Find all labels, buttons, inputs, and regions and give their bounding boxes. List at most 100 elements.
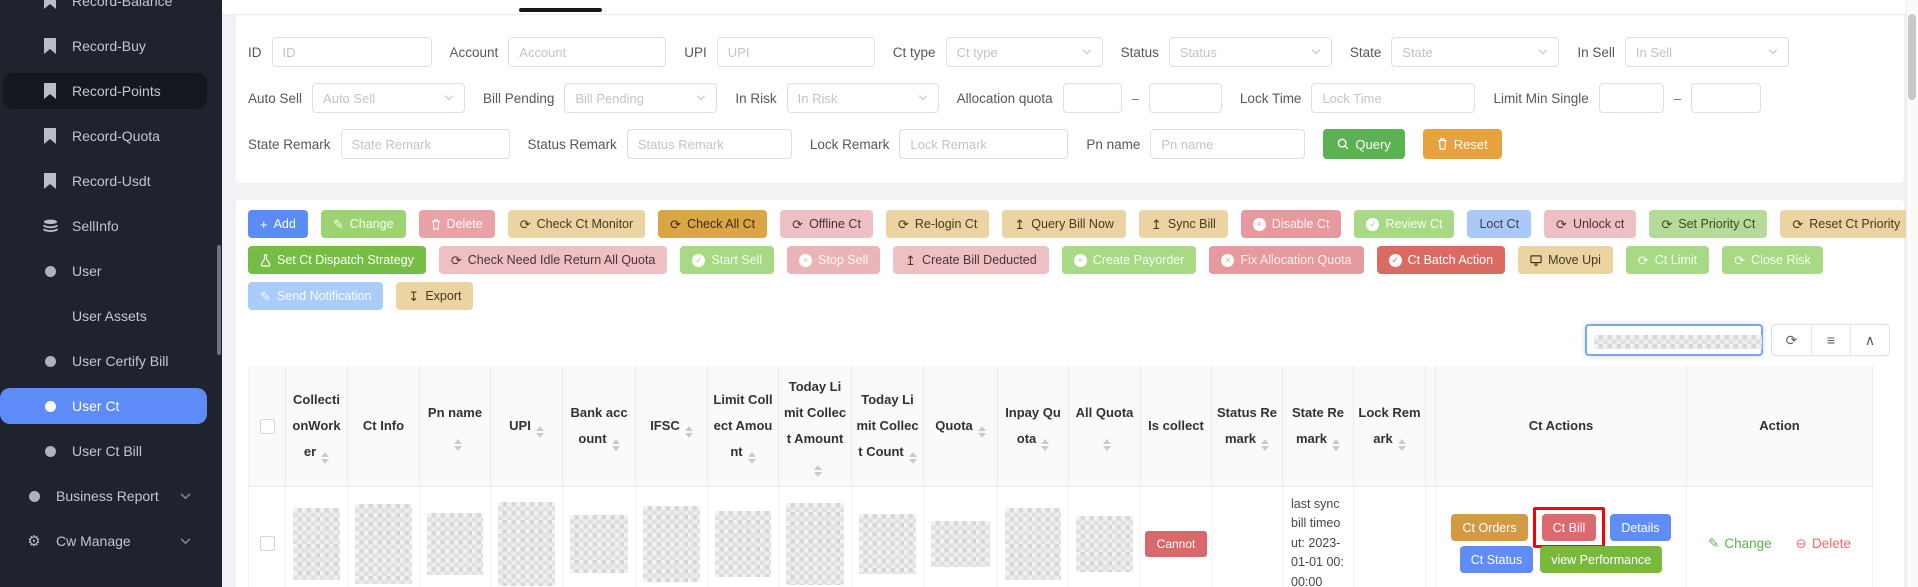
limit-min-single-max-input[interactable] [1690,83,1761,113]
export-button[interactable]: ↧ Export [396,282,474,310]
row-delete-link[interactable]: ⊖ Delete [1795,535,1851,552]
lock-remark-input[interactable] [899,129,1069,159]
sidebar-item-record-quota[interactable]: Record-Quota [0,118,207,154]
sort-icon[interactable] [535,426,544,438]
sort-icon[interactable] [1397,439,1406,451]
sync-bill-button[interactable]: ↥ Sync Bill [1138,210,1228,238]
row-checkbox[interactable] [259,536,275,551]
set-priority-ct-button[interactable]: ⟳ Set Priority Ct [1649,210,1768,238]
query-bill-now-button[interactable]: ↥ Query Bill Now [1002,210,1126,238]
col-state-remark[interactable]: State Remark [1283,366,1354,487]
col-inpay-quota[interactable]: Inpay Quota [998,366,1069,487]
fix-allocation-quota-button[interactable]: × Fix Allocation Quota [1209,246,1364,274]
sidebar-item-sellinfo[interactable]: SellInfo [0,208,207,244]
change-button[interactable]: ✎ Change [320,210,406,238]
view-performance-button[interactable]: view Performance [1540,546,1663,573]
col-collectionworker[interactable]: CollectionWorker [286,366,348,487]
allocation-quota-min-input[interactable] [1062,83,1122,113]
sort-icon[interactable] [1332,439,1341,451]
pn-name-input[interactable] [1150,129,1306,159]
sidebar-scrollbar-thumb[interactable] [217,245,221,355]
create-bill-deducted-button[interactable]: ↥ Create Bill Deducted [893,246,1049,274]
density-icon[interactable]: ≡ [1811,325,1850,355]
details-button[interactable]: Details [1610,514,1671,541]
upi-input[interactable] [716,37,875,67]
sidebar-item-user-certify-bill[interactable]: User Certify Bill [0,343,207,379]
sort-icon[interactable] [1103,439,1111,451]
col-bank-account[interactable]: Bank account [563,366,636,487]
limit-min-single-min-input[interactable] [1598,83,1664,113]
query-button[interactable]: Query [1323,129,1405,159]
table-search-input[interactable] [1585,324,1763,356]
sidebar-item-user-ct-bill[interactable]: User Ct Bill [0,433,207,469]
col-quota[interactable]: Quota [924,366,998,487]
disable-ct-button[interactable]: × Disable Ct [1240,210,1342,238]
sort-icon[interactable] [321,452,330,464]
lock-time-input[interactable] [1311,83,1476,113]
sort-icon[interactable] [684,426,693,438]
move-upi-button[interactable]: Move Upi [1518,246,1613,274]
ct-orders-button[interactable]: Ct Orders [1451,514,1528,541]
sort-icon[interactable] [977,426,986,438]
sort-icon[interactable] [813,465,822,477]
offline-ct-button[interactable]: ⟳ Offline Ct [780,210,873,238]
sidebar-item-user-assets[interactable]: User Assets [0,298,207,334]
delete-button[interactable]: Delete [418,210,495,238]
col-today-limit-collect-count[interactable]: Today Limit Collect Count [852,366,924,487]
check-all-ct-button[interactable]: ⟳ Check All Ct [658,210,768,238]
sidebar-item-cw-manage[interactable]: ⚙ Cw Manage [0,523,207,559]
add-button[interactable]: + Add [248,210,308,238]
stop-sell-button[interactable]: × Stop Sell [787,246,881,274]
ct-status-button[interactable]: Ct Status [1459,546,1534,573]
col-ifsc[interactable]: IFSC [636,366,708,487]
window-scrollbar-thumb[interactable] [1908,14,1916,100]
create-payorder-button[interactable]: × Create Payorder [1061,246,1197,274]
id-input[interactable] [271,37,432,67]
sidebar-item-user[interactable]: User [0,253,207,289]
sort-icon[interactable] [611,439,620,451]
ct-batch-action-button[interactable]: ✓ Ct Batch Action [1376,246,1506,274]
reset-ct-priority-button[interactable]: ⟳ Reset Ct Priority [1780,210,1913,238]
loct-ct-button[interactable]: Loct Ct [1467,210,1532,238]
status-remark-input[interactable] [626,129,792,159]
col-pn-name[interactable]: Pn name [420,366,491,487]
row-change-link[interactable]: ✎ Change [1708,535,1772,552]
review-ct-button[interactable]: ✓ Review Ct [1354,210,1455,238]
ct-limit-button[interactable]: ⟳ Ct Limit [1625,246,1710,274]
start-sell-button[interactable]: ✓ Start Sell [680,246,775,274]
sidebar-item-user-ct[interactable]: User Ct [0,388,207,424]
sidebar-item-record-balance[interactable]: Record-Balance [0,0,207,19]
close-risk-button[interactable]: ⟳ Close Risk [1722,246,1823,274]
col-status-remark[interactable]: Status Remark [1212,366,1283,487]
send-notification-button[interactable]: ✎ Send Notification [248,282,384,310]
sort-icon[interactable] [908,452,917,464]
check-need-idle-return-all-quota-button[interactable]: ⟳ Check Need Idle Return All Quota [438,246,668,274]
account-input[interactable] [508,37,667,67]
state-select[interactable]: State [1391,37,1560,67]
sort-icon[interactable] [747,452,756,464]
bill-pending-select[interactable]: Bill Pending [564,83,718,113]
status-select[interactable]: Status [1168,37,1332,67]
sidebar-item-record-usdt[interactable]: Record-Usdt [0,163,207,199]
in-sell-select[interactable]: In Sell [1624,37,1789,67]
col-all-quota[interactable]: All Quota [1069,366,1141,487]
sort-icon[interactable] [453,439,462,451]
col-today-limit-collect-amount[interactable]: Today Limit Collect Amount [779,366,852,487]
sidebar-item-record-buy[interactable]: Record-Buy [0,28,207,64]
ct-type-select[interactable]: Ct type [945,37,1103,67]
state-remark-input[interactable] [340,129,510,159]
select-all-checkbox[interactable] [259,418,275,434]
relogin-ct-button[interactable]: ⟳ Re-login Ct [885,210,990,238]
auto-sell-select[interactable]: Auto Sell [312,83,466,113]
ct-bill-button[interactable]: Ct Bill [1541,514,1597,541]
sidebar-item-record-points[interactable]: Record-Points [3,73,207,109]
allocation-quota-max-input[interactable] [1148,83,1222,113]
reset-button[interactable]: Reset [1422,129,1502,159]
set-ct-dispatch-strategy-button[interactable]: Set Ct Dispatch Strategy [248,246,426,274]
window-scrollbar[interactable] [1906,0,1918,587]
in-risk-select[interactable]: In Risk [786,83,939,113]
sidebar-item-business-report[interactable]: Business Report [0,478,207,514]
sort-icon[interactable] [1261,439,1270,451]
col-lock-remark[interactable]: Lock Remark [1354,366,1426,487]
collapse-icon[interactable]: ∧ [1850,325,1889,355]
